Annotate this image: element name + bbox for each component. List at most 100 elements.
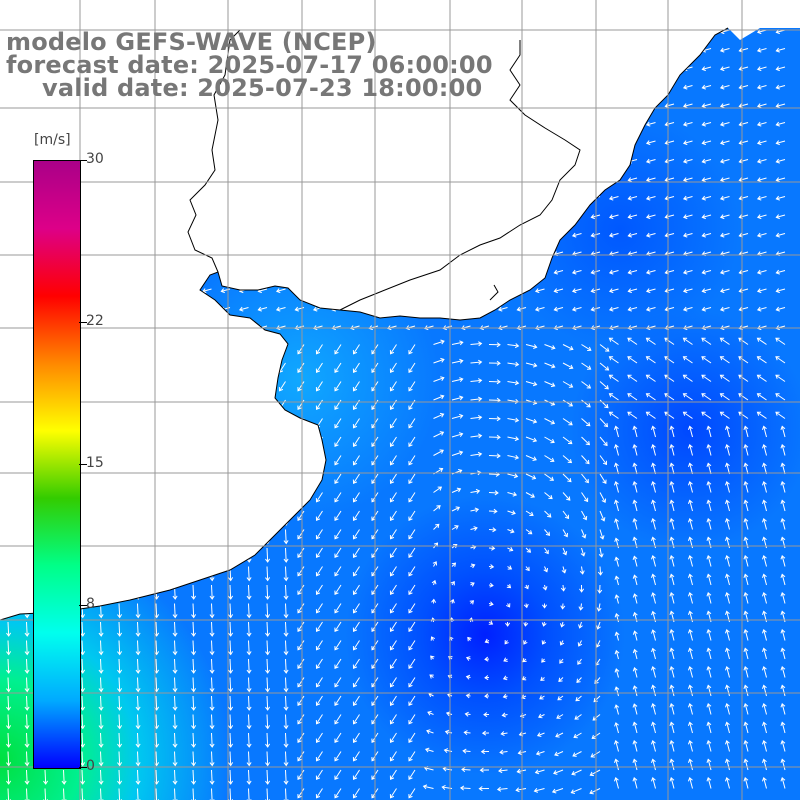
- wind-arrow-head: [605, 347, 610, 352]
- wind-arrow: [112, 418, 120, 429]
- wind-arrow: [36, 103, 46, 107]
- wind-arrow: [763, 481, 767, 493]
- wind-arrow: [112, 362, 120, 373]
- wind-arrow: [720, 393, 730, 401]
- wind-arrow: [7, 621, 10, 637]
- wind-arrow-head: [470, 563, 476, 569]
- wind-arrow-head: [442, 766, 447, 772]
- wind-arrow: [424, 767, 434, 771]
- wind-arrow-head: [135, 651, 141, 656]
- wind-arrow: [334, 455, 342, 466]
- wind-arrow-head: [127, 177, 133, 183]
- wind-arrow-head: [719, 66, 725, 72]
- wind-arrow-head: [706, 758, 712, 763]
- wind-arrow: [7, 658, 10, 674]
- wind-arrow-head: [201, 158, 207, 164]
- wind-arrow: [100, 510, 102, 526]
- wind-arrow-head: [127, 121, 133, 127]
- wind-arrow-head: [719, 47, 725, 53]
- wind-arrow: [424, 196, 434, 200]
- wind-arrow-head: [608, 47, 614, 53]
- wind-arrow: [369, 307, 379, 311]
- wind-arrow: [174, 510, 176, 526]
- wind-arrow: [664, 356, 675, 364]
- wind-arrow-head: [260, 442, 265, 447]
- wind-arrow-head: [201, 195, 207, 201]
- wind-arrow: [390, 732, 397, 743]
- wind-arrow: [433, 413, 444, 419]
- wind-arrow: [100, 566, 102, 581]
- wind-arrow-head: [682, 374, 688, 379]
- wind-arrow-head: [442, 103, 447, 109]
- wind-arrow: [221, 159, 231, 163]
- wind-arrow-head: [724, 499, 730, 504]
- wind-arrow: [572, 196, 582, 200]
- wind-arrow-head: [459, 785, 465, 791]
- wind-arrow: [390, 344, 397, 355]
- wind-arrow: [276, 140, 286, 144]
- wind-arrow-head: [775, 214, 780, 220]
- wind-arrow: [572, 214, 582, 218]
- wind-arrow: [615, 500, 619, 512]
- wind-arrow-head: [112, 405, 117, 410]
- wind-arrow-head: [479, 214, 484, 220]
- wind-arrow-head: [186, 479, 191, 484]
- wind-arrow: [155, 510, 158, 526]
- wind-arrow-head: [627, 84, 632, 90]
- wind-arrow: [464, 731, 471, 734]
- wind-arrow-head: [257, 214, 262, 220]
- wind-arrow: [248, 566, 250, 581]
- wind-arrow: [498, 307, 508, 311]
- wind-arrow: [26, 751, 28, 766]
- wind-arrow-head: [551, 788, 557, 794]
- wind-arrow-head: [761, 777, 767, 782]
- wind-arrow-head: [477, 470, 482, 476]
- wind-arrow-head: [127, 158, 133, 164]
- wind-arrow-head: [497, 269, 503, 275]
- wind-arrow-head: [408, 627, 413, 632]
- wind-arrow: [634, 649, 638, 660]
- wind-arrow-head: [191, 743, 197, 748]
- wind-arrow-head: [669, 758, 675, 763]
- wind-arrow-head: [186, 405, 191, 410]
- wind-arrow: [297, 473, 305, 484]
- wind-arrow: [285, 603, 287, 618]
- wind-arrow: [0, 288, 9, 292]
- wind-arrow-head: [349, 269, 355, 275]
- wind-arrow: [165, 214, 175, 218]
- wind-arrow-head: [297, 535, 302, 540]
- wind-arrow: [683, 159, 693, 163]
- wind-arrow: [451, 415, 463, 419]
- wind-arrow: [446, 712, 453, 715]
- wind-arrow-head: [6, 651, 12, 656]
- wind-arrow: [633, 500, 638, 512]
- wind-arrow: [17, 196, 27, 200]
- wind-arrow: [390, 492, 397, 503]
- wind-arrow-head: [98, 688, 104, 693]
- wind-arrow-head: [352, 553, 358, 558]
- wind-arrow: [332, 159, 342, 163]
- wind-arrow: [174, 769, 176, 785]
- wind-arrow-head: [669, 721, 675, 726]
- wind-arrow-head: [423, 288, 429, 294]
- wind-arrow: [652, 426, 656, 438]
- wind-arrow-head: [16, 269, 22, 275]
- wind-arrow-head: [297, 683, 302, 688]
- wind-arrow: [168, 473, 175, 484]
- wind-arrow: [353, 732, 360, 743]
- wind-arrow: [1, 436, 9, 447]
- wind-arrow: [229, 492, 232, 507]
- wind-arrow-head: [590, 66, 595, 72]
- colorbar-tick: [79, 160, 87, 161]
- wind-arrow: [110, 214, 120, 218]
- wind-arrow-head: [431, 579, 437, 585]
- wind-arrow-head: [283, 651, 289, 656]
- wind-arrow-head: [164, 306, 170, 312]
- wind-arrow-head: [423, 103, 429, 109]
- wind-arrow-head: [431, 598, 437, 603]
- wind-arrow: [221, 270, 231, 274]
- wind-arrow: [258, 270, 268, 274]
- wind-arrow: [316, 769, 323, 780]
- wind-arrow-head: [479, 121, 484, 127]
- wind-arrow: [646, 159, 656, 163]
